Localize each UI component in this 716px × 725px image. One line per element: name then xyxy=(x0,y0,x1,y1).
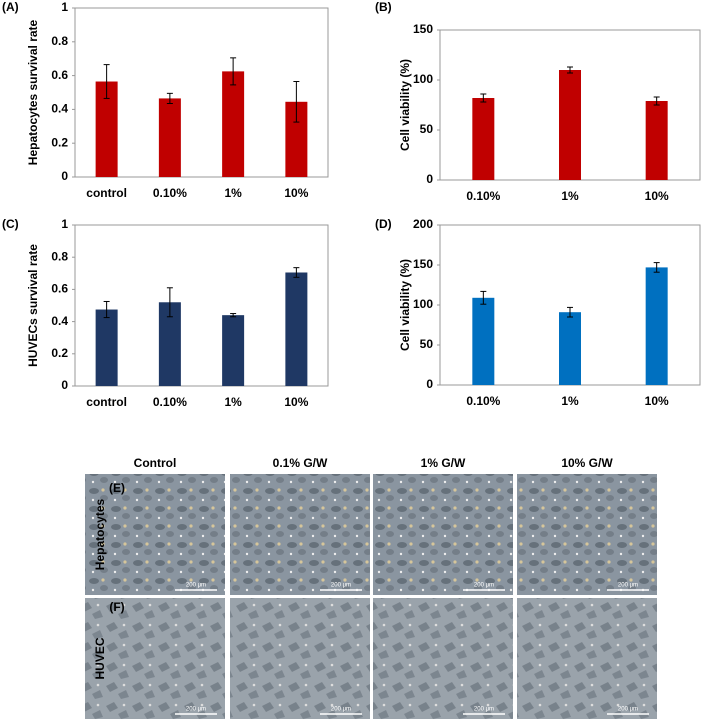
x-tick-label: 0.10% xyxy=(153,186,187,200)
x-tick-label: 0.10% xyxy=(466,394,500,408)
y-tick-label: 0 xyxy=(426,172,433,186)
scale-bar-label: 200 μm xyxy=(331,583,351,589)
row-label: Hepatocytes xyxy=(93,499,107,571)
y-tick-label: 100 xyxy=(413,72,433,86)
x-tick-label: 10% xyxy=(645,394,669,408)
x-tick-label: 0.10% xyxy=(153,395,187,409)
micrograph xyxy=(373,598,513,719)
panel-label: (A) xyxy=(2,0,19,14)
y-tick-label: 0.4 xyxy=(51,102,68,116)
micrograph xyxy=(230,598,370,719)
micrograph xyxy=(517,474,657,595)
scale-bar-label: 200 μm xyxy=(618,707,638,713)
bar xyxy=(285,101,308,177)
panel-label: (B) xyxy=(375,0,392,14)
row-label: HUVEC xyxy=(93,637,107,679)
bar xyxy=(559,312,581,385)
y-tick-label: 50 xyxy=(420,122,434,136)
bar xyxy=(158,302,181,386)
y-tick-label: 200 xyxy=(413,217,433,231)
bar xyxy=(645,267,668,385)
scale-bar-label: 200 μm xyxy=(331,707,351,713)
y-tick-label: 50 xyxy=(420,337,434,351)
x-tick-label: 1% xyxy=(561,394,579,408)
y-tick-label: 150 xyxy=(413,22,433,36)
y-tick-label: 1 xyxy=(61,217,68,231)
x-tick-label: 0.10% xyxy=(466,189,500,203)
column-header: 10% G/W xyxy=(561,456,613,470)
scale-bar-label: 200 μm xyxy=(474,707,494,713)
bar xyxy=(95,309,118,386)
bar xyxy=(559,70,581,180)
y-tick-label: 0.6 xyxy=(51,68,68,82)
column-header: 0.1% G/W xyxy=(273,456,328,470)
y-tick-label: 0.8 xyxy=(51,249,68,263)
micrograph xyxy=(230,474,370,595)
bar xyxy=(472,297,495,385)
panel-label: (C) xyxy=(2,217,19,231)
scale-bar-label: 200 μm xyxy=(618,583,638,589)
bar xyxy=(472,98,495,180)
y-tick-label: 0.4 xyxy=(51,314,68,328)
bar xyxy=(95,81,118,177)
scale-bar-label: 200 μm xyxy=(474,583,494,589)
bar xyxy=(158,98,181,177)
panel-label: (E) xyxy=(109,481,125,495)
y-tick-label: 0.8 xyxy=(51,34,68,48)
y-tick-label: 0.2 xyxy=(51,346,68,360)
micrograph xyxy=(85,474,225,595)
plot-frame xyxy=(74,224,329,387)
x-tick-label: 1% xyxy=(224,395,242,409)
x-tick-label: 10% xyxy=(284,186,308,200)
x-tick-label: 1% xyxy=(561,189,579,203)
x-tick-label: 10% xyxy=(645,189,669,203)
y-tick-label: 150 xyxy=(413,257,433,271)
bar xyxy=(285,272,308,386)
y-axis-label: HUVECs survival rate xyxy=(26,244,40,367)
x-tick-label: 1% xyxy=(224,186,242,200)
micrograph xyxy=(373,474,513,595)
y-tick-label: 0.2 xyxy=(51,135,68,149)
y-tick-label: 0 xyxy=(426,377,433,391)
panel-label: (F) xyxy=(109,600,124,614)
panel-label: (D) xyxy=(375,217,392,231)
y-axis-label: Hepatocytes survival rate xyxy=(26,19,40,165)
y-tick-label: 1 xyxy=(61,0,68,14)
column-header: 1% G/W xyxy=(421,456,466,470)
bar xyxy=(222,71,245,177)
x-tick-label: 10% xyxy=(284,395,308,409)
micrograph xyxy=(517,598,657,719)
bar xyxy=(645,101,668,180)
scale-bar-label: 200 μm xyxy=(186,583,206,589)
bar xyxy=(222,315,245,386)
y-tick-label: 100 xyxy=(413,297,433,311)
y-axis-label: Cell viability (%) xyxy=(398,59,412,151)
y-tick-label: 0 xyxy=(61,378,68,392)
x-tick-label: control xyxy=(86,395,127,409)
plot-frame xyxy=(74,7,329,178)
y-tick-label: 0.6 xyxy=(51,282,68,296)
y-tick-label: 0 xyxy=(61,169,68,183)
y-axis-label: Cell viability (%) xyxy=(398,259,412,351)
x-tick-label: control xyxy=(86,186,127,200)
column-header: Control xyxy=(134,456,177,470)
micrograph xyxy=(85,598,225,719)
scale-bar-label: 200 μm xyxy=(186,707,206,713)
